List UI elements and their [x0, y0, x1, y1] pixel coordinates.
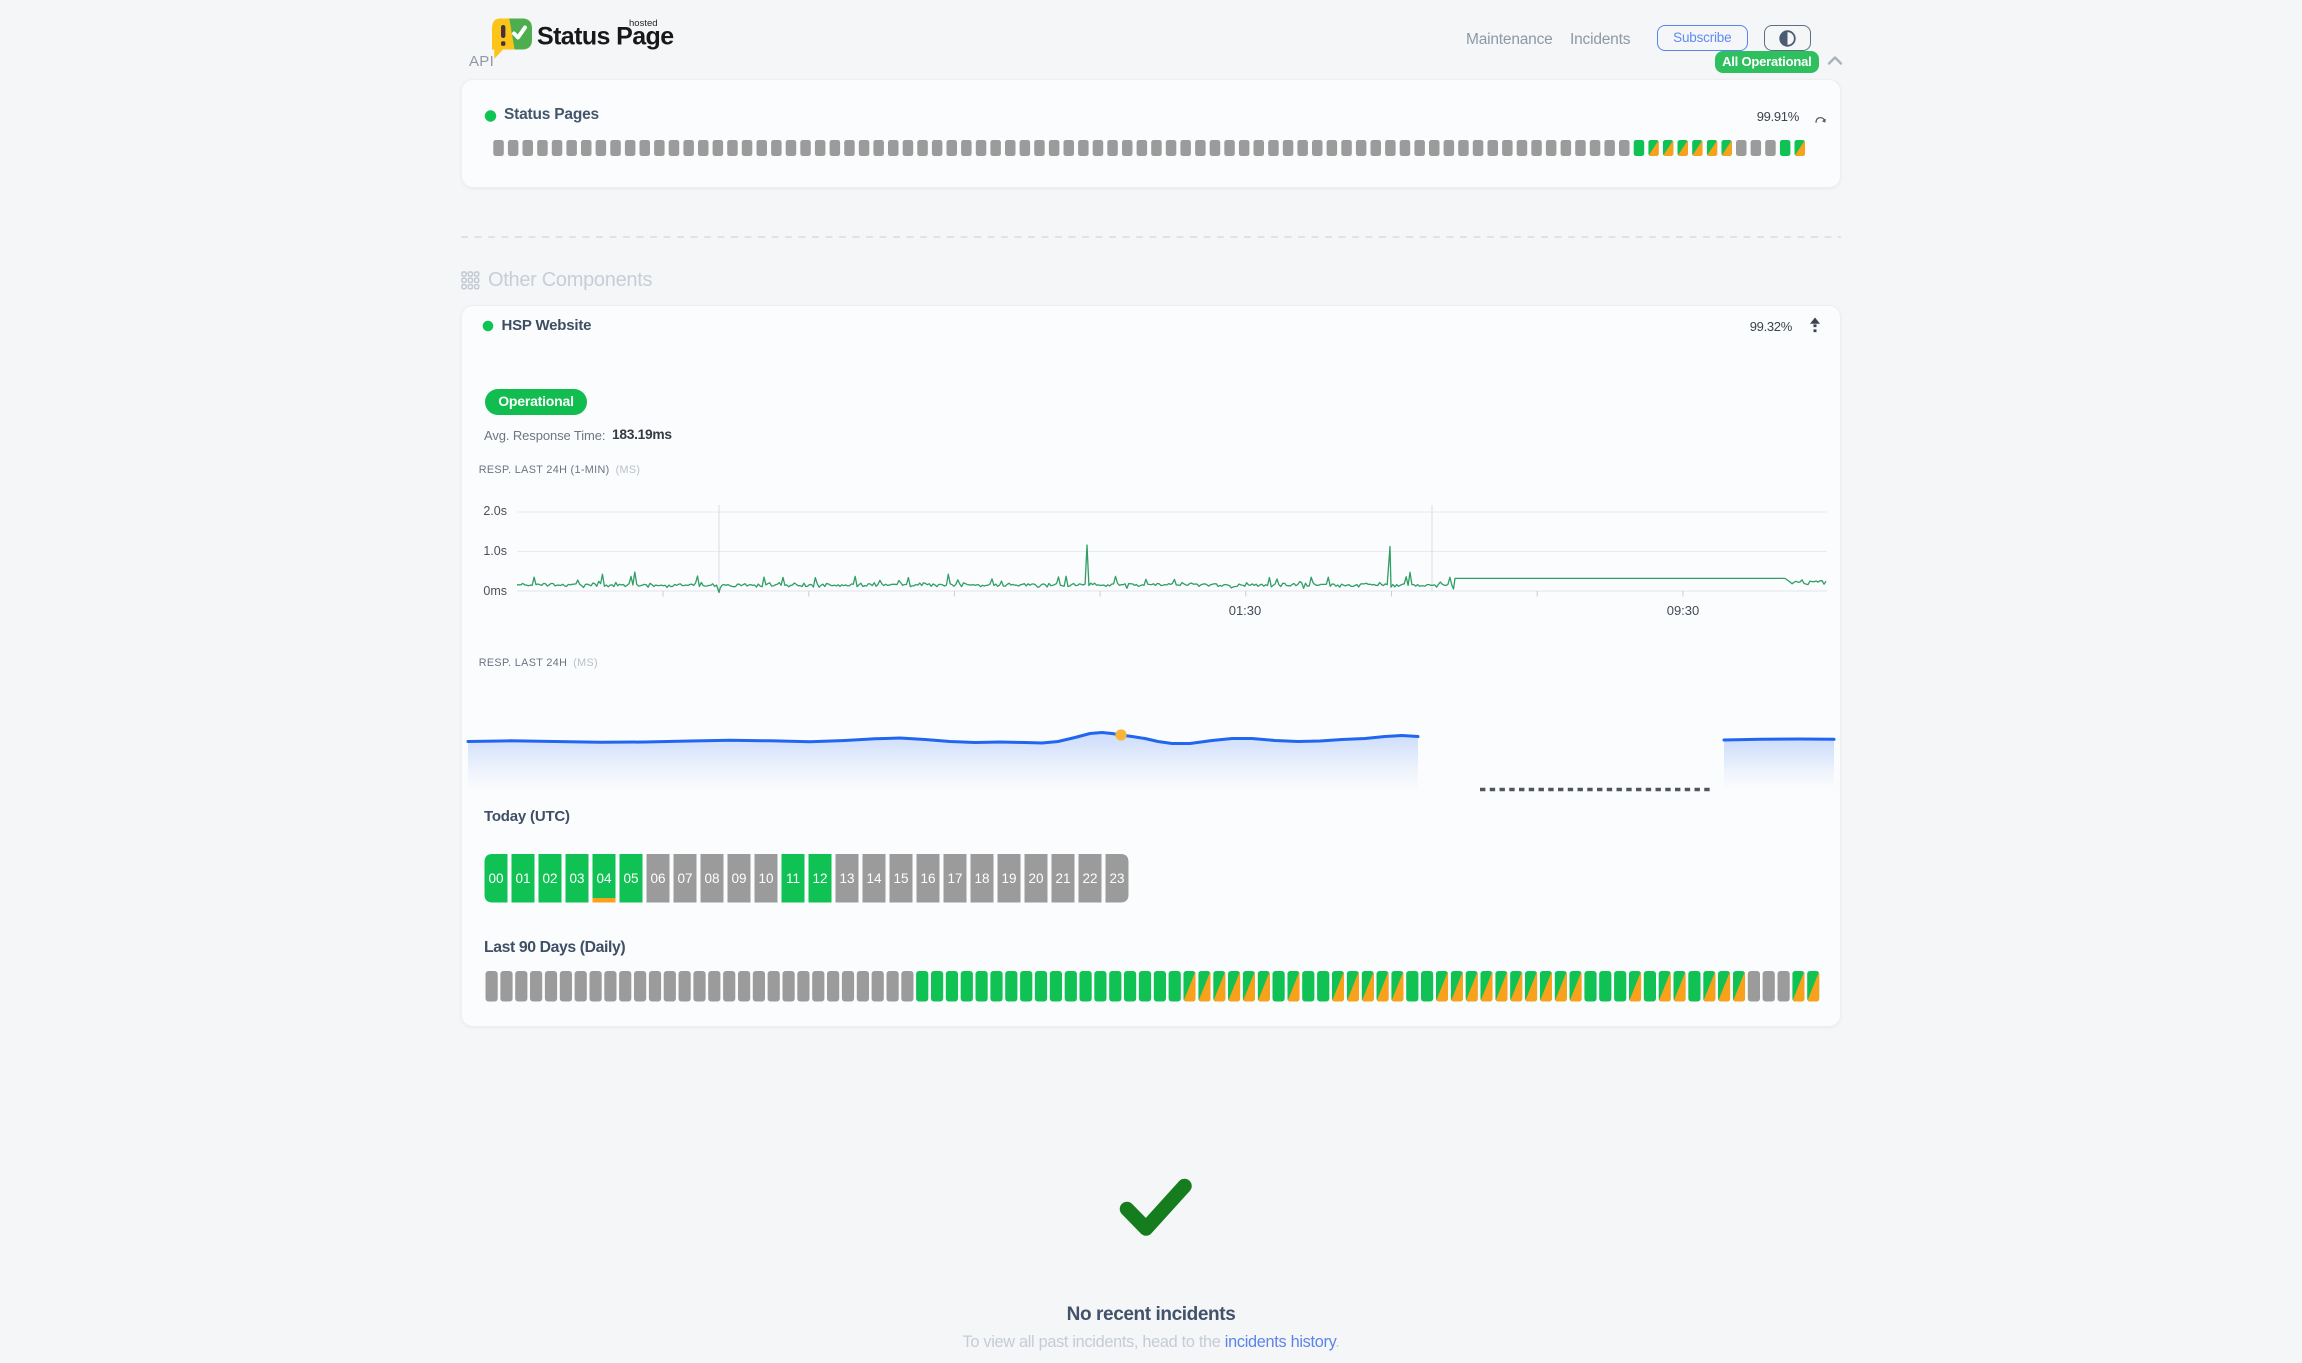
svg-text:00: 00: [488, 871, 503, 886]
svg-text:15: 15: [893, 871, 908, 886]
svg-text:Status Page: Status Page: [537, 23, 674, 51]
svg-text:14: 14: [866, 871, 882, 886]
svg-text:21: 21: [1055, 871, 1070, 886]
svg-text:13: 13: [839, 871, 854, 886]
svg-text:07: 07: [677, 871, 692, 886]
svg-text:08: 08: [704, 871, 719, 886]
svg-text:03: 03: [569, 871, 584, 886]
svg-text:18: 18: [974, 871, 989, 886]
svg-text:20: 20: [1028, 871, 1043, 886]
svg-text:23: 23: [1109, 871, 1124, 886]
svg-text:04: 04: [596, 871, 612, 886]
svg-text:02: 02: [542, 871, 557, 886]
svg-text:12: 12: [812, 871, 827, 886]
svg-text:11: 11: [786, 871, 800, 886]
svg-text:09: 09: [731, 871, 746, 886]
svg-text:05: 05: [623, 871, 638, 886]
svg-text:17: 17: [947, 871, 962, 886]
svg-text:22: 22: [1082, 871, 1097, 886]
svg-text:16: 16: [920, 871, 935, 886]
svg-text:01: 01: [515, 871, 530, 886]
svg-text:10: 10: [758, 871, 773, 886]
svg-text:06: 06: [650, 871, 665, 886]
svg-text:hosted: hosted: [629, 18, 658, 29]
svg-text:19: 19: [1001, 871, 1016, 886]
